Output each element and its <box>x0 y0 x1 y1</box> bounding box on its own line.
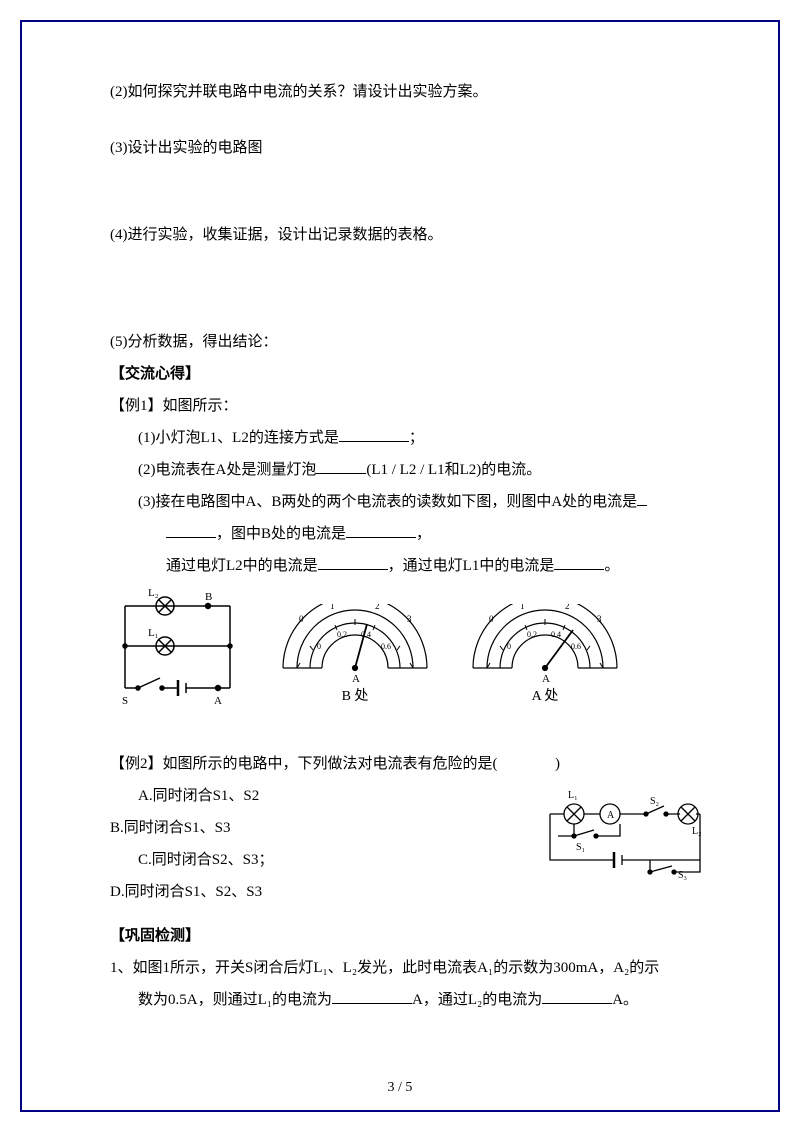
text: ，通过电灯L1中的电流是 <box>388 558 555 574</box>
example-2-option-d: D.同时闭合S1、S2、S3 <box>110 880 540 904</box>
blank <box>542 988 612 1004</box>
blank <box>316 458 366 474</box>
circuit-diagram: L₂ L₁ B S A <box>110 588 245 708</box>
blank <box>637 490 647 506</box>
ammeter-a-label: A 处 <box>465 686 625 708</box>
svg-text:0.6: 0.6 <box>571 642 581 651</box>
label-b: B <box>205 591 212 603</box>
question-2: (2)如何探究并联电路中电流的关系？请设计出实验方案。 <box>110 80 710 104</box>
example-2-option-a: A.同时闭合S1、S2 <box>110 784 540 808</box>
question-5: (5)分析数据，得出结论： <box>110 330 710 354</box>
blank <box>554 554 604 570</box>
text: A，通过L₂的电流为 <box>412 992 542 1008</box>
svg-text:L₂: L₂ <box>692 826 702 837</box>
text: 数为0.5A，则通过L₁的电流为 <box>138 992 332 1008</box>
svg-text:0.2: 0.2 <box>527 630 537 639</box>
svg-text:A: A <box>542 673 550 685</box>
svg-text:0.2: 0.2 <box>337 630 347 639</box>
blank <box>339 426 409 442</box>
example-2-option-b: B.同时闭合S1、S3 <box>110 816 540 840</box>
label-s: S <box>122 695 128 707</box>
page-number: 3 / 5 <box>0 1080 800 1096</box>
ammeter-b-block: 0 1 2 3 0 0.2 0.4 0.6 A B 处 <box>275 604 435 708</box>
example-2-title: 【例2】如图所示的电路中，下列做法对电流表有危险的是( ) <box>110 752 710 776</box>
svg-text:0: 0 <box>507 642 511 651</box>
blank <box>166 522 216 538</box>
label-a: A <box>214 695 222 707</box>
example-1-item-1: (1)小灯泡L1、L2的连接方式是 ； <box>110 426 710 450</box>
svg-text:1: 1 <box>330 604 335 611</box>
section-exchange-heading: 【交流心得】 <box>110 362 710 386</box>
ammeter-a-icon: 0 1 2 3 0 0.2 0.4 0.6 A <box>465 604 625 686</box>
blank <box>318 554 388 570</box>
svg-text:3: 3 <box>407 614 412 624</box>
svg-text:2: 2 <box>565 604 570 611</box>
label-l1: L₁ <box>148 627 159 639</box>
text: 【例2】如图所示的电路中，下列做法对电流表有危险的是( <box>110 756 498 772</box>
ammeter-b-label: B 处 <box>275 686 435 708</box>
example-2-circuit-diagram: A L₁ L₂ S₂ S₁ S₃ <box>540 790 710 880</box>
text: ) <box>555 756 560 772</box>
text: (1)小灯泡L1、L2的连接方式是 <box>138 430 339 446</box>
svg-text:1: 1 <box>520 604 525 611</box>
svg-text:0.4: 0.4 <box>361 630 371 639</box>
svg-text:0: 0 <box>489 614 494 624</box>
svg-text:S₁: S₁ <box>576 842 585 853</box>
section-consolidate-heading: 【巩固检测】 <box>110 924 710 948</box>
svg-text:S₃: S₃ <box>678 870 687 880</box>
text: (2)电流表在A处是测量灯泡 <box>138 462 316 478</box>
label-l2: L₂ <box>148 588 159 599</box>
svg-text:0.4: 0.4 <box>551 630 561 639</box>
text: A。 <box>612 992 638 1008</box>
svg-text:3: 3 <box>597 614 602 624</box>
svg-text:0.6: 0.6 <box>381 642 391 651</box>
blank <box>332 988 412 1004</box>
blank <box>346 522 416 538</box>
problem-1-line1: 1、如图1所示，开关S闭合后灯L₁、L₂发光，此时电流表A₁的示数为300mA，… <box>110 956 710 980</box>
svg-text:0: 0 <box>299 614 304 624</box>
svg-text:2: 2 <box>375 604 380 611</box>
example-1-item-2: (2)电流表在A处是测量灯泡 (L1 / L2 / L1和L2)的电流。 <box>110 458 710 482</box>
question-3: (3)设计出实验的电路图 <box>110 136 710 160</box>
text: ，图中B处的电流是 <box>216 526 346 542</box>
text: ； <box>409 430 424 446</box>
figures-row: L₂ L₁ B S A <box>110 588 710 708</box>
text: 。 <box>604 558 619 574</box>
svg-text:S₂: S₂ <box>650 796 659 807</box>
example-1-item-3-line1: (3)接在电路图中A、B两处的两个电流表的读数如下图，则图中A处的电流是 <box>110 490 710 514</box>
svg-text:0: 0 <box>317 642 321 651</box>
ammeter-b-icon: 0 1 2 3 0 0.2 0.4 0.6 A <box>275 604 435 686</box>
problem-1-line2: 数为0.5A，则通过L₁的电流为 A，通过L₂的电流为 A。 <box>110 988 710 1012</box>
text: ， <box>416 526 431 542</box>
example-1-title: 【例1】如图所示： <box>110 394 710 418</box>
text: (L1 / L2 / L1和L2)的电流。 <box>366 462 541 478</box>
svg-text:L₁: L₁ <box>568 790 578 801</box>
text: (3)接在电路图中A、B两处的两个电流表的读数如下图，则图中A处的电流是 <box>138 494 637 510</box>
example-2-option-c: C.同时闭合S2、S3； <box>110 848 540 872</box>
question-4: (4)进行实验，收集证据，设计出记录数据的表格。 <box>110 223 710 247</box>
ammeter-a-block: 0 1 2 3 0 0.2 0.4 0.6 A A 处 <box>465 604 625 708</box>
svg-text:A: A <box>607 810 615 821</box>
svg-text:A: A <box>352 673 360 685</box>
example-1-item-3-line2: ，图中B处的电流是 ， <box>110 522 710 546</box>
text: 通过电灯L2中的电流是 <box>166 558 318 574</box>
example-1-item-3-line3: 通过电灯L2中的电流是 ，通过电灯L1中的电流是 。 <box>110 554 710 578</box>
